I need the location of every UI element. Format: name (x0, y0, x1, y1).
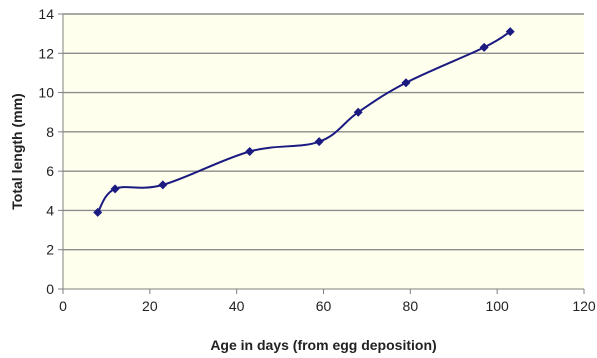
y-tick-label-14: 14 (38, 6, 54, 22)
x-tick-label-0: 0 (59, 298, 67, 314)
data-point-9 (505, 27, 515, 37)
data-point-6 (353, 107, 363, 117)
y-axis-title: Total length (mm) (9, 93, 25, 209)
x-tick-label-120: 120 (572, 298, 596, 314)
y-tick-label-10: 10 (38, 85, 54, 101)
x-tick-label-40: 40 (229, 298, 245, 314)
data-point-5 (314, 137, 324, 147)
y-tick-label-0: 0 (46, 281, 54, 297)
y-tick-labels: 0 2 4 6 8 10 12 14 (38, 6, 54, 297)
y-tick-label-2: 2 (46, 242, 54, 258)
axes (58, 13, 585, 294)
data-point-1 (93, 207, 103, 217)
plot-area (63, 14, 584, 289)
data-point-7 (401, 78, 411, 88)
data-point-2 (110, 184, 120, 194)
data-markers (93, 27, 515, 217)
gridlines (63, 13, 584, 251)
x-tick-labels: 0 20 40 60 80 100 120 (59, 298, 596, 314)
y-tick-label-8: 8 (46, 124, 54, 140)
data-point-3 (158, 180, 168, 190)
y-tick-label-4: 4 (46, 202, 54, 218)
y-tick-label-12: 12 (38, 45, 54, 61)
x-axis-title: Age in days (from egg deposition) (210, 337, 436, 353)
x-tick-label-20: 20 (142, 298, 158, 314)
data-point-4 (245, 147, 255, 156)
x-tick-label-80: 80 (403, 298, 419, 314)
data-point-8 (479, 42, 489, 52)
x-tick-label-60: 60 (316, 298, 332, 314)
y-tick-label-6: 6 (46, 163, 54, 179)
x-tick-label-100: 100 (485, 298, 509, 314)
